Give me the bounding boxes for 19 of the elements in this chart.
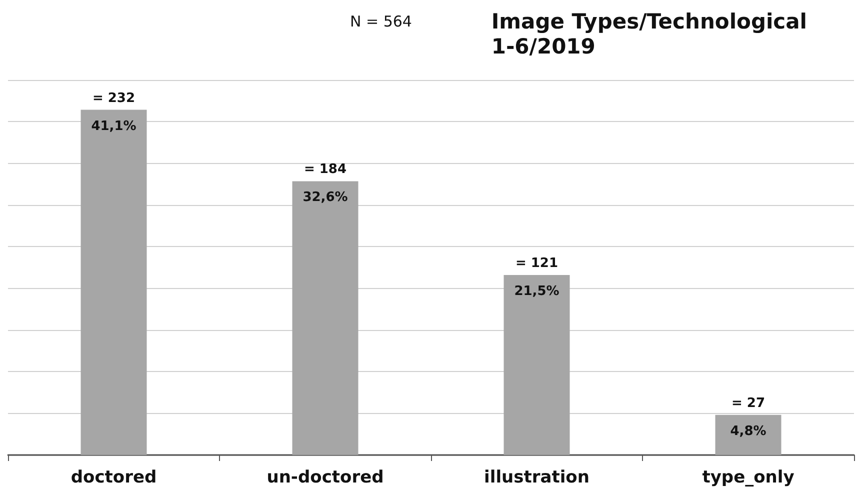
data-label: = 27 (731, 396, 766, 411)
chart-subtitle: 1-6/2019 (491, 34, 596, 58)
data-label: = 121 (515, 256, 558, 271)
bar (504, 274, 570, 455)
annotation: 32,6% (302, 190, 348, 206)
bar (715, 414, 782, 455)
annotation: 21,5% (514, 284, 560, 299)
bar (80, 110, 147, 455)
bar (292, 181, 358, 455)
chart-title: Image Types/Technological (491, 10, 808, 34)
annotation: 41,1% (91, 118, 136, 134)
x-tick-label: type_only (702, 468, 794, 488)
data-label: = 184 (304, 162, 347, 178)
annotation: 4,8% (730, 424, 766, 439)
x-tick-label: doctored (70, 468, 157, 488)
x-tick-label: illustration (484, 468, 590, 488)
data-label: = 232 (92, 90, 136, 106)
x-tick-label: un-doctored (266, 468, 384, 488)
text: N = 564 (350, 12, 412, 30)
